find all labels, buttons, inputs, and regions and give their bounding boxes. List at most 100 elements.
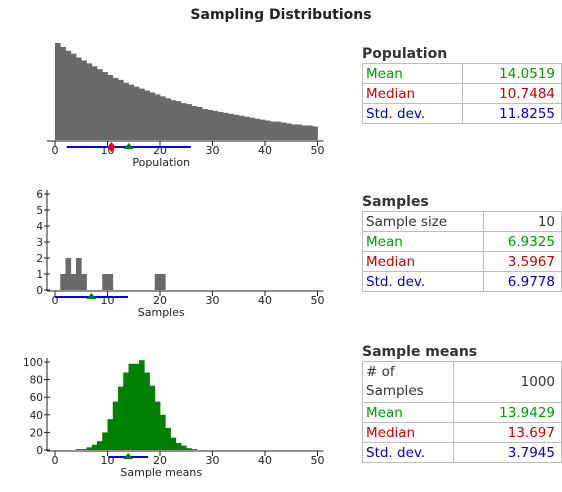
sample-means-bar [81, 449, 87, 450]
sample-means-stat-label: # of Samples [362, 361, 454, 403]
sample-means-bar [86, 447, 93, 450]
population-bar [307, 125, 313, 140]
samples-y-tick-label: 0 [36, 285, 43, 297]
sample-means-bar [118, 386, 124, 450]
sample-means-y-tick-label: 80 [30, 375, 43, 387]
sample-means-bar [139, 360, 145, 450]
population-section-title: Population [362, 46, 448, 62]
population-bar [233, 114, 240, 140]
sample-means-stat-label: Std. dev. [362, 442, 454, 463]
samples-stat-value: 10 [482, 211, 562, 232]
population-bar [291, 124, 297, 140]
sample-means-stat-value: 3.7945 [453, 442, 562, 463]
population-bar [286, 123, 292, 140]
population-stat-row: Mean 14.0519 [362, 63, 562, 84]
population-bar [81, 60, 87, 140]
population-stat-value: 14.0519 [461, 63, 562, 84]
population-bar [60, 46, 66, 140]
population-bar [202, 108, 208, 140]
samples-stat-label: Mean [362, 231, 484, 252]
population-bar [128, 84, 135, 140]
population-bar [144, 90, 150, 140]
samples-stat-label: Median [362, 251, 484, 272]
population-x-tick-label: 30 [206, 144, 220, 157]
population-bar [312, 126, 318, 140]
app-title: Sampling Distributions [190, 7, 372, 23]
sample-means-x-tick-label: 50 [311, 454, 325, 467]
sample-means-x-label: Sample means [120, 466, 202, 479]
sample-means-y-tick-label: 60 [30, 392, 43, 404]
samples-bar [102, 274, 108, 290]
population-median-marker [107, 142, 116, 152]
population-bar [301, 125, 308, 140]
samples-mean-marker [86, 293, 97, 299]
samples-bar [70, 274, 77, 290]
sample-means-y-tick-label: 40 [30, 410, 43, 422]
samples-y-tick-label: 6 [36, 189, 43, 201]
sample-means-stat-row: Median 13.697 [362, 422, 562, 443]
samples-x-tick-label: 30 [206, 294, 220, 307]
samples-stat-row: Median 3.5967 [362, 251, 562, 272]
sample-means-bar [107, 419, 114, 450]
samples-stat-value: 6.9325 [482, 231, 562, 252]
population-stat-label: Median [362, 83, 463, 104]
sample-means-bar [186, 448, 192, 450]
population-bar [76, 57, 82, 140]
population-bar [181, 103, 187, 140]
sample-means-bar [149, 385, 156, 450]
samples-bar [107, 274, 114, 290]
sample-means-stats-table: # of Samples 1000 Mean 13.9429 Median 13.697 S… [362, 361, 562, 463]
population-bar [265, 120, 271, 140]
population-bar [165, 98, 171, 140]
sample-means-bar [112, 401, 119, 450]
population-stats-table: Mean 14.0519 Median 10.7484 Std. dev. 11.8255 [362, 63, 562, 124]
sample-means-bar [191, 449, 198, 450]
samples-stat-label: Std. dev. [362, 271, 484, 292]
sample-means-stat-value: 13.697 [453, 422, 562, 443]
population-bar [275, 121, 282, 140]
population-bar [280, 122, 287, 140]
population-bar [133, 86, 140, 140]
sample-means-bar [97, 441, 103, 450]
samples-stats-table: Sample size 10 Mean 6.9325 Median 3.5967 Std. … [362, 211, 562, 292]
population-bar [160, 96, 166, 140]
sample-means-stat-row: # of Samples 1000 [362, 361, 562, 403]
population-bar [207, 109, 213, 140]
samples-stat-row: Std. dev. 6.9778 [362, 271, 562, 292]
population-bar [212, 110, 219, 140]
sample-means-y-tick-label: 0 [36, 445, 43, 457]
population-bar [139, 88, 145, 140]
population-stat-label: Mean [362, 63, 463, 84]
samples-x-tick-label: 40 [258, 294, 272, 307]
sample-means-bar [181, 445, 187, 450]
population-bar [175, 101, 182, 140]
samples-x-tick-label: 0 [52, 294, 59, 307]
samples-y-tick-label: 5 [36, 205, 43, 217]
population-bar [170, 100, 177, 140]
population-x-tick-label: 40 [258, 144, 272, 157]
samples-y-tick-label: 1 [36, 269, 43, 281]
sample-means-section-title: Sample means [362, 344, 478, 360]
samples-bar [65, 258, 72, 290]
population-bar [196, 107, 203, 140]
sample-means-stat-row: Mean 13.9429 [362, 402, 562, 423]
samples-y-tick-label: 3 [36, 237, 43, 249]
population-x-tick-label: 50 [311, 144, 325, 157]
population-stat-row: Median 10.7484 [362, 83, 562, 104]
population-bar [238, 115, 245, 140]
samples-bar [76, 258, 82, 290]
sample-means-y-tick-label: 20 [30, 427, 43, 439]
samples-section-title: Samples [362, 194, 429, 210]
population-bar [70, 53, 77, 140]
sample-means-bar [102, 432, 108, 450]
population-stat-value: 10.7484 [461, 83, 562, 104]
samples-bar [60, 274, 66, 290]
sample-means-bar [160, 414, 166, 450]
population-stat-value: 11.8255 [461, 103, 562, 124]
samples-bar [81, 274, 87, 290]
samples-x-tick-label: 20 [153, 294, 167, 307]
samples-y-tick-label: 2 [36, 253, 43, 265]
population-mean-marker [123, 143, 134, 149]
sample-means-bar [128, 363, 135, 450]
